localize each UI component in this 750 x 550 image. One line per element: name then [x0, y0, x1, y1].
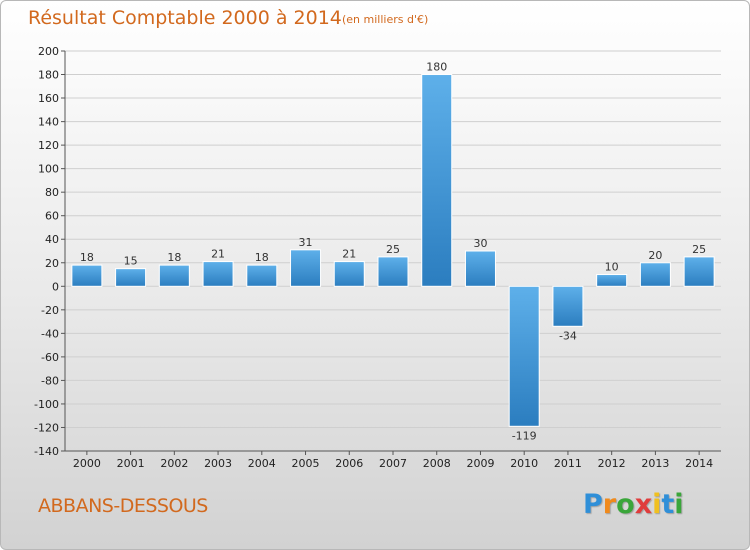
bar-2012: [596, 274, 628, 287]
place-name: ABBANS-DESSOUS: [38, 495, 208, 517]
brand-logo: Proxiti: [583, 489, 684, 520]
x-tick-label-2007: 2007: [379, 457, 407, 470]
y-tick-label: 100: [38, 163, 59, 176]
y-tick-label: 180: [38, 69, 59, 82]
brand-letter: i: [674, 489, 684, 520]
x-tick-label-2001: 2001: [117, 457, 145, 470]
bar-2013: [639, 262, 671, 287]
x-tick-label-2008: 2008: [423, 457, 451, 470]
y-tick-label: -60: [41, 351, 59, 364]
data-label-2014: 25: [692, 243, 706, 256]
bar-2004: [246, 264, 278, 287]
y-tick-label: 200: [38, 45, 59, 58]
data-label-2004: 18: [255, 251, 269, 264]
bar-2010: [508, 285, 540, 427]
brand-letter: i: [652, 489, 662, 520]
bar-2000: [71, 264, 103, 287]
x-tick-label-2011: 2011: [554, 457, 582, 470]
bar-2002: [158, 264, 190, 287]
bar-2011: [552, 285, 584, 327]
bar-2006: [333, 261, 365, 287]
x-tick-label-2006: 2006: [335, 457, 363, 470]
chart-subtitle: (en milliers d'€): [342, 13, 429, 26]
bar-2003: [202, 261, 234, 287]
x-tick-label-2003: 2003: [204, 457, 232, 470]
x-tick-label-2009: 2009: [466, 457, 494, 470]
y-tick-label: -20: [41, 304, 59, 317]
y-tick-label: -80: [41, 374, 59, 387]
brand-letter: P: [583, 489, 603, 520]
y-tick-label: 160: [38, 92, 59, 105]
data-label-2008: 180: [426, 61, 447, 74]
data-label-2007: 25: [386, 243, 400, 256]
brand-letter: t: [661, 489, 675, 520]
brand-letter: x: [634, 489, 653, 520]
data-label-2009: 30: [473, 237, 487, 250]
bar-2009: [464, 250, 496, 287]
bar-2001: [115, 268, 147, 287]
bar-2014: [683, 256, 715, 287]
y-tick-label: -120: [34, 421, 59, 434]
data-label-2000: 18: [80, 251, 94, 264]
brand-letter: o: [616, 489, 635, 520]
x-tick-label-2012: 2012: [598, 457, 626, 470]
data-label-2013: 20: [648, 249, 662, 262]
y-tick-label: -140: [34, 445, 59, 458]
brand-letter: r: [602, 489, 617, 520]
y-tick-label: 60: [45, 210, 59, 223]
data-label-2005: 31: [299, 236, 313, 249]
data-label-2010: -119: [512, 429, 537, 442]
data-label-2011: -34: [559, 329, 577, 342]
bar-2005: [290, 249, 322, 287]
y-tick-label: 20: [45, 257, 59, 270]
x-tick-label-2005: 2005: [292, 457, 320, 470]
y-tick-label: -100: [34, 398, 59, 411]
y-tick-label: -40: [41, 327, 59, 340]
x-tick-label-2013: 2013: [641, 457, 669, 470]
x-tick-label-2010: 2010: [510, 457, 538, 470]
bar-2008: [421, 74, 453, 287]
chart-title: Résultat Comptable 2000 à 2014: [28, 7, 342, 29]
data-label-2012: 10: [605, 261, 619, 274]
x-tick-label-2004: 2004: [248, 457, 276, 470]
y-tick-label: 40: [45, 233, 59, 246]
data-label-2003: 21: [211, 248, 225, 261]
data-label-2002: 18: [167, 251, 181, 264]
x-tick-label-2000: 2000: [73, 457, 101, 470]
x-tick-label-2002: 2002: [160, 457, 188, 470]
y-tick-label: 80: [45, 186, 59, 199]
bar-2007: [377, 256, 409, 287]
data-label-2001: 15: [124, 255, 138, 268]
y-tick-label: 120: [38, 139, 59, 152]
data-label-2006: 21: [342, 248, 356, 261]
x-tick-label-2014: 2014: [685, 457, 713, 470]
y-tick-label: 0: [52, 280, 59, 293]
y-tick-label: 140: [38, 116, 59, 129]
